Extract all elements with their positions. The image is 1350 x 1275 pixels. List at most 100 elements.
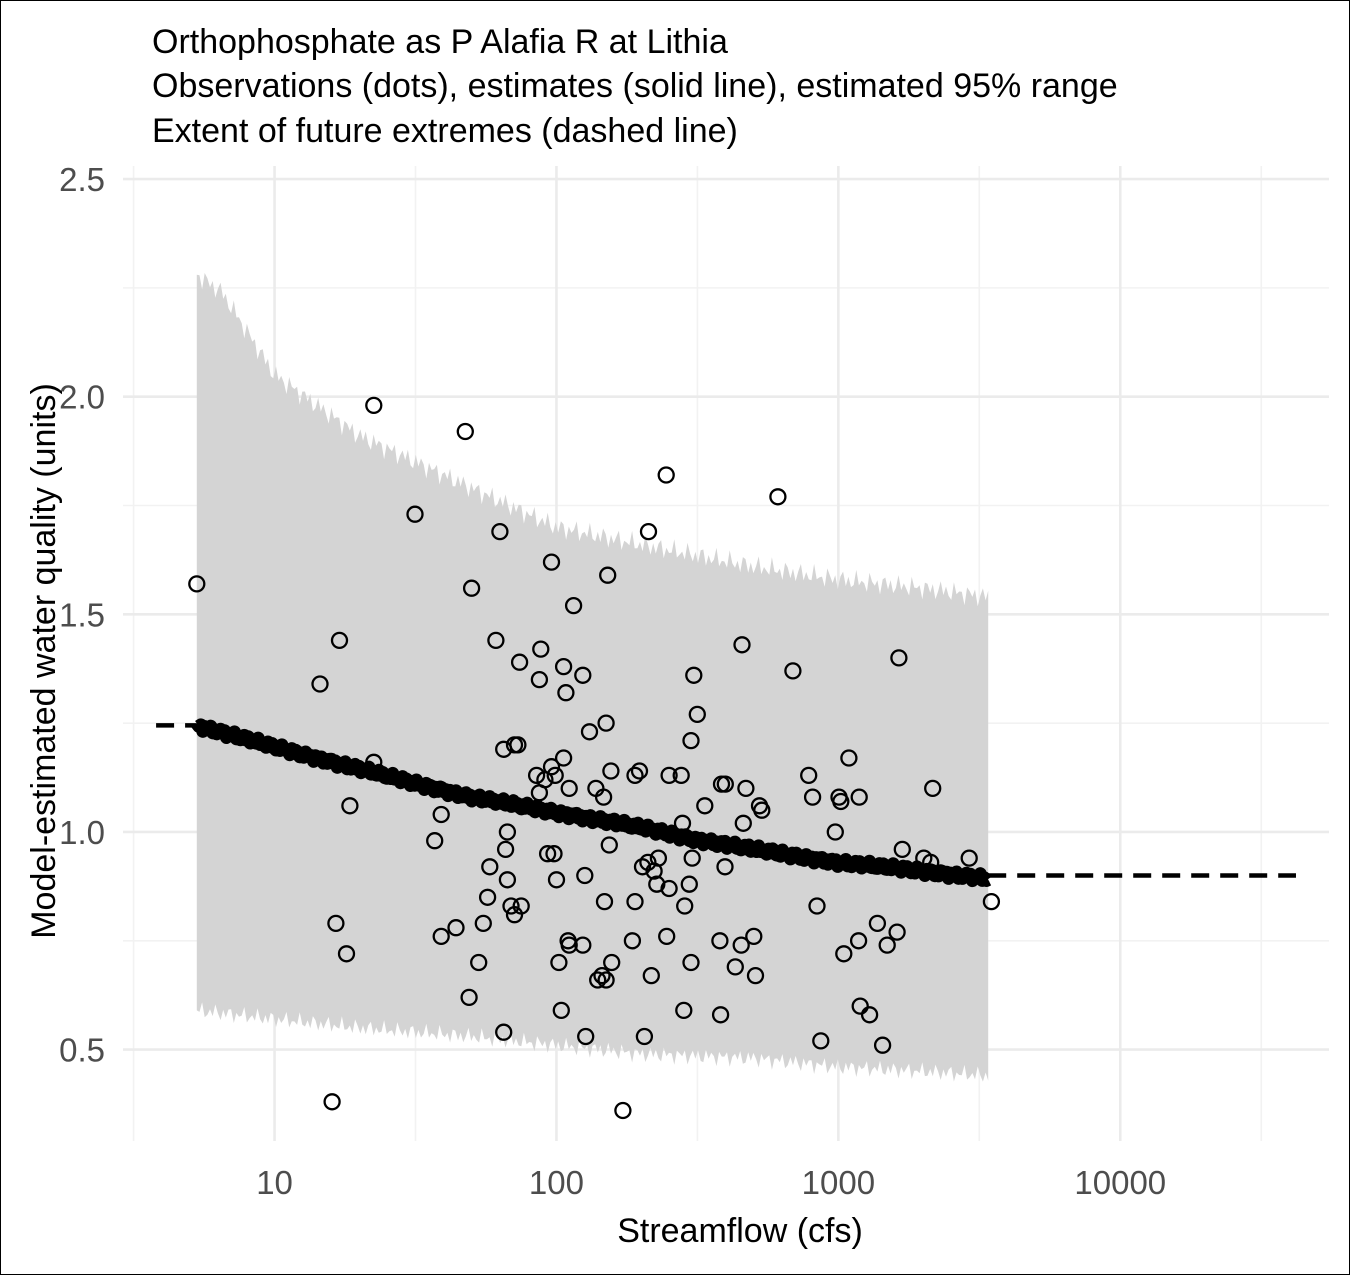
observation-point: [982, 892, 1001, 911]
observation-point: [888, 923, 906, 941]
observation-point: [784, 662, 802, 680]
observation-point: [716, 775, 734, 793]
observation-point: [557, 684, 575, 702]
observation-point: [474, 914, 492, 933]
title-line-2: Observations (dots), estimates (solid li…: [152, 67, 1118, 105]
observation-point: [960, 849, 978, 867]
chart-title: Orthophosphate as P Alafia R at Lithia O…: [152, 23, 1118, 150]
observation-point: [673, 814, 692, 832]
y-tick-label: 0.5: [59, 1032, 105, 1069]
observation-point: [337, 945, 356, 963]
observation-point: [341, 797, 359, 815]
observation-point: [734, 814, 752, 832]
observation-point: [657, 466, 675, 484]
observation-point: [682, 731, 700, 750]
observation-point: [323, 1093, 341, 1111]
observation-point: [470, 953, 488, 972]
observation-point: [574, 666, 592, 684]
observation-point: [460, 988, 478, 1007]
observation-point: [510, 653, 529, 671]
observation-point: [745, 927, 763, 946]
observation-point: [406, 505, 424, 523]
observation-point: [495, 1023, 513, 1041]
observation-point: [188, 575, 206, 593]
y-tick-label: 1.5: [59, 596, 105, 633]
observation-point: [639, 853, 657, 872]
observation-point: [602, 762, 620, 780]
observation-point: [924, 779, 942, 798]
observation-point: [893, 840, 911, 859]
observation-point: [564, 596, 583, 615]
observation-point: [868, 914, 887, 933]
observation-point: [849, 932, 868, 950]
observation-point: [600, 836, 618, 854]
observation-point: [580, 723, 599, 741]
observation-point: [530, 670, 549, 689]
observation-point: [550, 953, 568, 972]
observation-point: [542, 553, 561, 571]
observation-point: [682, 953, 700, 972]
observation-point: [547, 871, 566, 889]
observation-point: [512, 897, 530, 915]
observation-point: [835, 945, 853, 963]
observation-point: [365, 753, 383, 771]
observation-point: [890, 649, 908, 667]
observation-point: [633, 858, 652, 876]
x-tick-label: 100: [529, 1164, 584, 1201]
observation-point: [532, 640, 550, 658]
observation-point: [873, 1036, 892, 1054]
observation-point: [672, 766, 690, 785]
x-axis-ticks: 10 100 1000 10000: [256, 1164, 1166, 1201]
observation-point: [732, 936, 750, 954]
observation-point: [878, 936, 896, 954]
observation-point: [660, 766, 678, 785]
observation-point: [577, 1027, 595, 1046]
title-line-1: Orthophosphate as P Alafia R at Lithia: [152, 23, 728, 61]
y-axis-title: Model-estimated water quality (units): [25, 383, 63, 939]
observation-point: [630, 762, 649, 780]
observation-point: [502, 897, 520, 915]
observation-point: [626, 766, 644, 785]
observation-point: [574, 936, 592, 954]
observation-point: [311, 675, 329, 693]
estimate-line-group: [156, 718, 1296, 888]
observation-point: [426, 832, 444, 850]
observation-point: [716, 858, 734, 876]
observation-point: [599, 566, 617, 584]
observation-point: [462, 579, 481, 597]
observation-point: [808, 897, 826, 915]
observation-point: [851, 997, 869, 1015]
observation-point: [769, 488, 787, 506]
x-tick-label: 1000: [802, 1164, 875, 1201]
observation-point: [800, 766, 818, 785]
y-tick-label: 2.0: [59, 379, 105, 416]
observation-point: [803, 788, 822, 806]
x-tick-label: 10000: [1074, 1164, 1166, 1201]
observation-point: [589, 971, 607, 989]
observation-point: [456, 422, 474, 441]
observation-point: [595, 892, 614, 911]
observation-point: [658, 927, 676, 946]
observation-point: [639, 522, 658, 541]
observation-point: [746, 966, 765, 985]
observation-point: [614, 1101, 632, 1120]
observation-point: [487, 631, 505, 650]
observation-point: [685, 666, 703, 684]
observation-point: [826, 823, 844, 841]
observation-point: [552, 1001, 570, 1020]
observation-point: [495, 740, 513, 758]
observation-point: [554, 749, 573, 767]
observation-point: [696, 797, 714, 815]
observation-point: [726, 958, 744, 976]
observation-point: [676, 897, 694, 915]
band-area: [196, 273, 989, 1082]
y-tick-label: 2.5: [59, 161, 105, 198]
observation-point: [594, 788, 613, 806]
observation-point: [447, 919, 465, 937]
observation-point: [478, 888, 497, 906]
observation-point: [840, 749, 858, 767]
observation-point: [536, 771, 554, 789]
observation-point: [660, 879, 678, 898]
observation-point: [327, 914, 345, 933]
observation-point: [688, 705, 706, 724]
